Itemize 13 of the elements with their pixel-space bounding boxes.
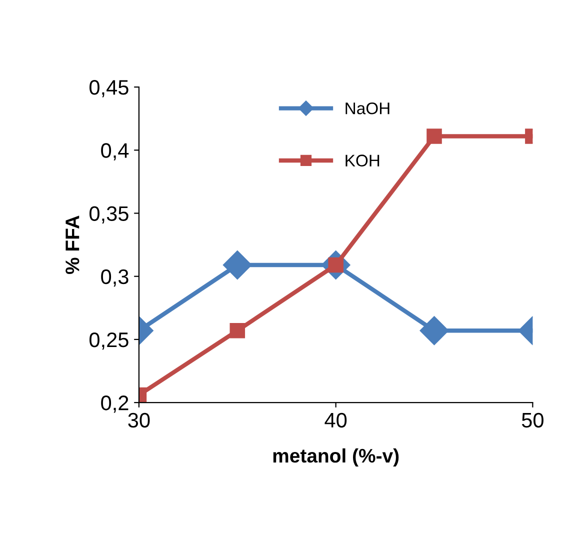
y-tick-label: 0,25 <box>90 332 128 350</box>
x-tick-label: 40 <box>324 412 347 428</box>
y-axis-title: % FFA <box>66 216 80 274</box>
legend-label: KOH <box>346 154 380 166</box>
x-axis-title: metanol (%-v) <box>273 448 399 466</box>
legend-label: NaOH <box>346 102 390 114</box>
y-tick-label: 0,45 <box>90 80 128 98</box>
x-tick-label: 30 <box>128 412 150 428</box>
y-tick-label: 0,4 <box>101 143 129 160</box>
y-tick-label: 0,2 <box>101 396 128 413</box>
y-tick-label: 0,3 <box>101 269 128 287</box>
y-tick-label: 0,35 <box>90 206 128 224</box>
x-tick-label: 50 <box>522 412 544 428</box>
